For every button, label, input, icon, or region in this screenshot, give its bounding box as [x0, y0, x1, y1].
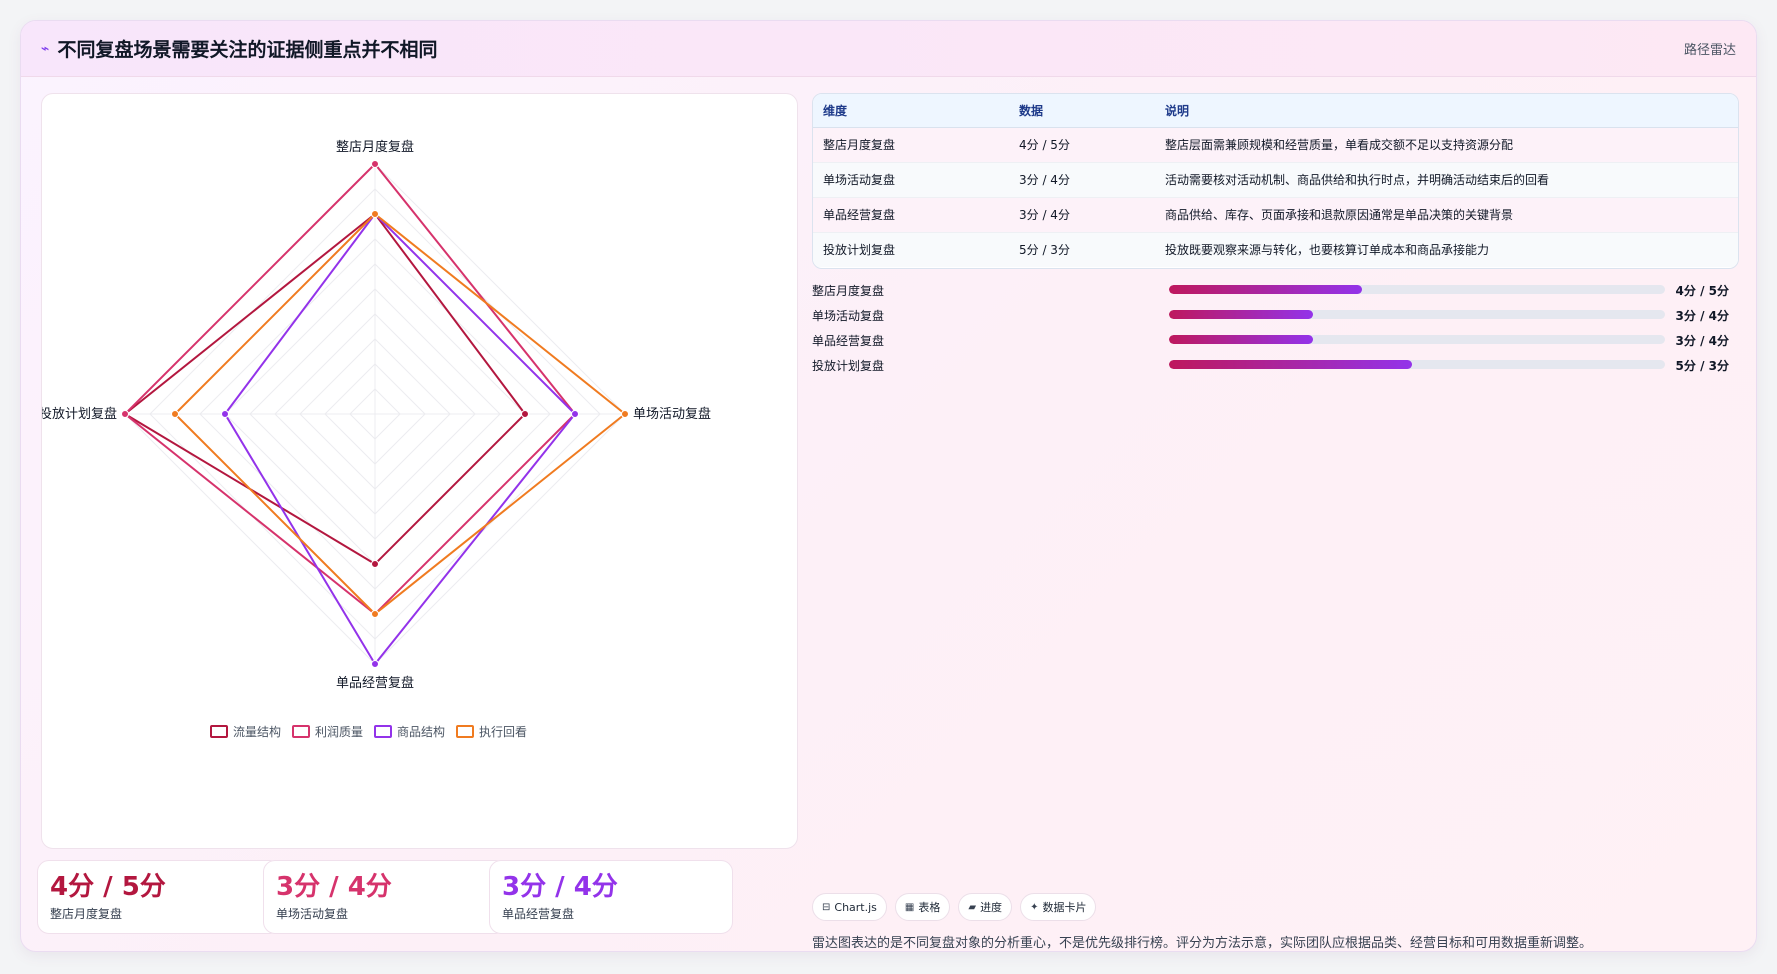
- chip-label: 进度: [980, 901, 1003, 914]
- table-cell: 商品供给、库存、页面承接和退款原因通常是单品决策的关键背景: [1155, 197, 1738, 233]
- progress-track: [1169, 285, 1665, 294]
- radar-legend[interactable]: 流量结构 利润质量 商品结构 执行回看: [210, 724, 527, 739]
- kpi-value: 4分 / 5分: [50, 872, 166, 902]
- table-row: 单品经营复盘 3分 / 4分 商品供给、库存、页面承接和退款原因通常是单品决策的…: [813, 197, 1738, 233]
- radar-point: [621, 410, 629, 418]
- radar-point: [171, 410, 179, 418]
- page-title: 不同复盘场景需要关注的证据侧重点并不相同: [57, 39, 438, 61]
- kpi-value: 3分 / 4分: [276, 872, 392, 902]
- radar-point: [371, 210, 379, 218]
- legend-label[interactable]: 执行回看: [479, 725, 527, 739]
- radar-axis-label: 投放计划复盘: [42, 406, 117, 422]
- radar-axis-label: 整店月度复盘: [336, 139, 414, 155]
- progress-value: 3分 / 4分: [1675, 334, 1729, 348]
- kpi-label: 单品经营复盘: [502, 907, 575, 921]
- table-row: 单场活动复盘 3分 / 4分 活动需要核对活动机制、商品供给和执行时点，并明确活…: [813, 162, 1738, 198]
- legend-label[interactable]: 商品结构: [397, 724, 445, 739]
- table-row: 整店月度复盘 4分 / 5分 整店层面需兼顾规模和经营质量，单看成交额不足以支持…: [813, 127, 1738, 163]
- progress-value: 4分 / 5分: [1675, 284, 1729, 298]
- progress-icon: ▰: [968, 901, 977, 913]
- progress-label: 整店月度复盘: [812, 284, 885, 298]
- progress-track: [1169, 335, 1665, 344]
- column-header: 数据: [1009, 94, 1155, 128]
- progress-label: 投放计划复盘: [812, 359, 885, 373]
- progress-row: 整店月度复盘 4分 / 5分: [812, 277, 1739, 302]
- table-cell: 5分 / 3分: [1009, 232, 1155, 267]
- chip-label: Chart.js: [834, 900, 877, 914]
- radar-grid: [124, 163, 626, 665]
- progress-value: 5分 / 3分: [1675, 359, 1729, 373]
- chip-progress[interactable]: ▰ 进度: [958, 893, 1013, 921]
- table-cell: 3分 / 4分: [1009, 162, 1155, 198]
- radar-point: [121, 410, 129, 418]
- radar-point: [371, 610, 379, 618]
- kpi-card: 3分 / 4分 单场活动复盘: [263, 860, 507, 934]
- view-chips: ⊟ Chart.js ▦ 表格 ▰ 进度 ✦ 数据卡片: [812, 893, 1097, 921]
- progress-row: 单品经营复盘 3分 / 4分: [812, 327, 1739, 352]
- data-table: 维度 数据 说明 整店月度复盘 4分 / 5分 整店层面需兼顾规模和经营质量，单…: [812, 93, 1739, 269]
- legend-swatch[interactable]: [292, 725, 310, 738]
- table-cell: 投放计划复盘: [813, 232, 1009, 267]
- table-cell: 投放既要观察来源与转化，也要核算订单成本和商品承接能力: [1155, 232, 1738, 267]
- chip-data-card[interactable]: ✦ 数据卡片: [1020, 893, 1097, 921]
- table-row: 投放计划复盘 5分 / 3分 投放既要观察来源与转化，也要核算订单成本和商品承接…: [813, 232, 1738, 267]
- progress-track: [1169, 310, 1665, 319]
- card-icon: ✦: [1030, 901, 1039, 913]
- chip-chartjs[interactable]: ⊟ Chart.js: [812, 893, 887, 921]
- table-cell: 活动需要核对活动机制、商品供给和执行时点，并明确活动结束后的回看: [1155, 162, 1738, 198]
- kpi-card: 3分 / 4分 单品经营复盘: [489, 860, 733, 934]
- chart-icon: ⊟: [822, 901, 831, 913]
- kpi-value: 3分 / 4分: [502, 872, 618, 902]
- chip-table[interactable]: ▦ 表格: [894, 893, 951, 921]
- radar-point: [571, 410, 579, 418]
- progress-value: 3分 / 4分: [1675, 309, 1729, 323]
- table-cell: 整店层面需兼顾规模和经营质量，单看成交额不足以支持资源分配: [1155, 127, 1738, 163]
- card-header: ⌁ 不同复盘场景需要关注的证据侧重点并不相同 路径雷达: [21, 21, 1756, 77]
- progress-track: [1169, 360, 1665, 369]
- activity-icon: ⌁: [41, 40, 50, 57]
- radar-point: [371, 660, 379, 668]
- radar-series: [121, 160, 629, 668]
- kpi-label: 整店月度复盘: [50, 907, 123, 921]
- table-header-row: 维度 数据 说明: [813, 94, 1738, 128]
- radar-axis-label: 单品经营复盘: [336, 675, 414, 691]
- radar-point: [371, 560, 379, 568]
- radar-point: [371, 160, 379, 168]
- chart-type-label: 路径雷达: [1683, 43, 1736, 58]
- radar-point: [521, 410, 529, 418]
- legend-swatch[interactable]: [456, 725, 474, 738]
- kpi-label: 单场活动复盘: [276, 907, 349, 921]
- table-cell: 3分 / 4分: [1009, 197, 1155, 233]
- progress-row: 单场活动复盘 3分 / 4分: [812, 302, 1739, 327]
- progress-label: 单场活动复盘: [812, 309, 885, 323]
- radar-point: [221, 410, 229, 418]
- radar-axis-label: 单场活动复盘: [633, 406, 711, 422]
- table-cell: 整店月度复盘: [813, 127, 1009, 163]
- radar-chart-panel: 整店月度复盘单场活动复盘单品经营复盘 投放计划复盘 流量结构 利润质量 商品结构 执行回…: [41, 93, 798, 849]
- table-cell: 单品经营复盘: [813, 197, 1009, 233]
- progress-row: 投放计划复盘 5分 / 3分: [812, 352, 1739, 377]
- kpi-card: 4分 / 5分 整店月度复盘: [37, 860, 281, 934]
- column-header: 维度: [813, 94, 1009, 128]
- progress-fill: [1169, 310, 1313, 319]
- progress-fill: [1169, 360, 1413, 369]
- footnote: 雷达图表达的是不同复盘对象的分析重心，不是优先级排行榜。评分为方法示意，实际团队…: [812, 936, 1593, 951]
- progress-fill: [1169, 285, 1363, 294]
- legend-label[interactable]: 流量结构: [233, 724, 281, 739]
- chip-label: 数据卡片: [1042, 901, 1087, 914]
- legend-swatch[interactable]: [374, 725, 392, 738]
- chip-label: 表格: [918, 901, 941, 914]
- progress-fill: [1169, 335, 1313, 344]
- progress-label: 单品经营复盘: [812, 334, 885, 348]
- table-cell: 单场活动复盘: [813, 162, 1009, 198]
- table-cell: 4分 / 5分: [1009, 127, 1155, 163]
- column-header: 说明: [1155, 94, 1738, 128]
- table-icon: ▦: [904, 901, 915, 913]
- report-card: ⌁ 不同复盘场景需要关注的证据侧重点并不相同 路径雷达 整店月度复盘 单场活动复盘…: [20, 20, 1757, 952]
- progress-list: 整店月度复盘 4分 / 5分 单场活动复盘 3分 / 4分 单品经营复盘 3分 …: [812, 277, 1739, 377]
- legend-label[interactable]: 利润质量: [315, 725, 363, 739]
- legend-swatch[interactable]: [210, 725, 228, 738]
